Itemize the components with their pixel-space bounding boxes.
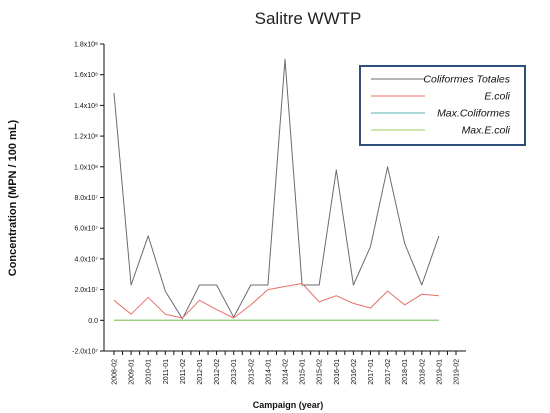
series-layer (113, 58, 440, 321)
x-tick-label: 2013-01 (231, 359, 238, 385)
x-tick-label: 2012-02 (214, 359, 221, 385)
x-tick-label: 2008-02 (112, 359, 119, 385)
y-tick-label: 2.0x10⁷ (74, 287, 98, 294)
x-tick-label: 2017-01 (368, 359, 375, 385)
y-tick-label: 1.8x10⁸ (74, 42, 98, 49)
x-tick-label: 2015-01 (300, 359, 307, 385)
y-tick-label: -2.0x10⁷ (72, 349, 98, 356)
legend-label-1: Coliformes Totales (423, 74, 510, 86)
y-tick-label: 0.0 (88, 318, 98, 325)
series-line-2 (113, 283, 439, 319)
x-tick-label: 2016-02 (351, 359, 358, 385)
x-tick-label: 2019-01 (436, 359, 443, 385)
axes: -2.0x10⁷ 0.0 2.0x10⁷ 4.0x10⁷ 6.0x10⁷ 8.0x10⁷ 1… (72, 42, 466, 385)
x-tick-label: 2015-02 (317, 359, 324, 385)
x-tick-label: 2010-01 (146, 359, 153, 385)
x-tick-label: 2018-01 (402, 359, 409, 385)
x-tick-label: 2017-02 (385, 359, 392, 385)
y-tick-label: 1.6x10⁸ (74, 72, 98, 79)
y-tick-label: 1.2x10⁸ (74, 134, 98, 141)
x-tick-label: 2013-02 (248, 359, 255, 385)
y-tick-label: 6.0x10⁷ (74, 226, 98, 233)
x-tick-label: 2016-01 (334, 359, 341, 385)
y-tick-label: 8.0x10⁷ (74, 195, 98, 202)
chart-title: Salitre WWTP (255, 9, 362, 28)
y-axis-label: Concentration (MPN / 100 mL) (7, 119, 19, 276)
x-tick-label: 2009-01 (129, 359, 136, 385)
x-tick-label: 2011-02 (180, 359, 187, 384)
x-axis-label: Campaign (year) (253, 400, 324, 410)
legend-label-3: Max.Coliformes (437, 108, 511, 120)
x-tick-label: 2011-01 (163, 359, 170, 384)
x-tick-label: 2014-02 (283, 359, 290, 385)
legend-label-2: E.coli (484, 91, 510, 103)
y-tick-label: 1.0x10⁸ (74, 164, 98, 171)
legend: Coliformes Totales E.coli Max.Coliformes Ma… (359, 65, 526, 146)
series-line-1 (113, 58, 440, 320)
x-tick-label: 2012-01 (197, 359, 204, 385)
y-tick-label: 4.0x10⁷ (74, 256, 98, 263)
x-tick-label: 2018-02 (419, 359, 426, 385)
y-tick-label: 1.4x10⁸ (74, 103, 98, 110)
x-tick-label: 2014-01 (265, 359, 272, 385)
x-tick-label: 2019-02 (454, 359, 461, 385)
legend-label-4: Max.E.coli (462, 125, 511, 137)
